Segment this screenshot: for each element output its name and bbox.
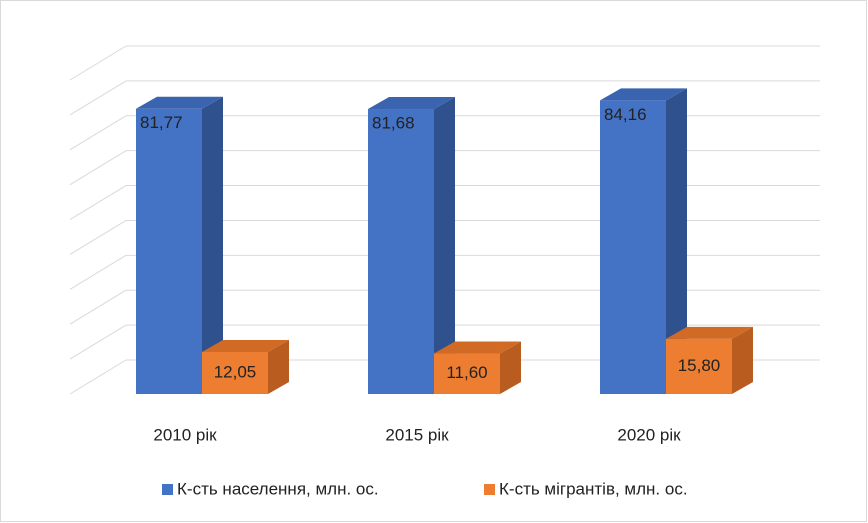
data-label: 81,77 [140,113,183,132]
bar-side [434,97,455,394]
bar-side [202,96,223,394]
bar-side [666,88,687,394]
bar [434,353,500,394]
grid-line [69,80,127,116]
bar [202,351,268,394]
bar-top [600,88,687,101]
data-label: 15,80 [678,356,721,375]
bar-side [732,326,753,394]
data-label: 11,60 [446,363,487,382]
bar-side [268,339,289,394]
x-tick-label: 2020 рік [617,425,681,444]
x-tick-label: 2010 рік [153,425,217,444]
grid-line [69,289,127,325]
data-label: 84,16 [604,105,647,124]
data-label: 12,05 [214,362,257,381]
bar [368,109,434,394]
bar-side [500,341,521,394]
legend-label: К-сть мігрантів, млн. ос. [499,479,688,498]
bar-top [202,339,289,352]
bar-top [434,341,521,354]
grid-line [69,185,127,220]
bar-top [666,326,753,339]
x-tick-label: 2015 рік [385,425,449,444]
grid-line [69,324,127,360]
legend-label: К-сть населення, млн. ос. [177,479,379,498]
grid-line [69,254,127,290]
legend-swatch [484,484,495,495]
data-label: 81,68 [372,114,415,133]
grid-line [69,115,127,151]
bar [600,100,666,394]
grid-line [69,220,127,255]
grid-line [69,45,127,81]
bar [666,338,732,394]
grid-line [69,359,127,395]
bar-top [136,96,223,109]
bar [136,108,202,394]
legend-swatch [162,484,173,495]
bar-top [368,97,455,110]
grid-line [69,150,127,186]
